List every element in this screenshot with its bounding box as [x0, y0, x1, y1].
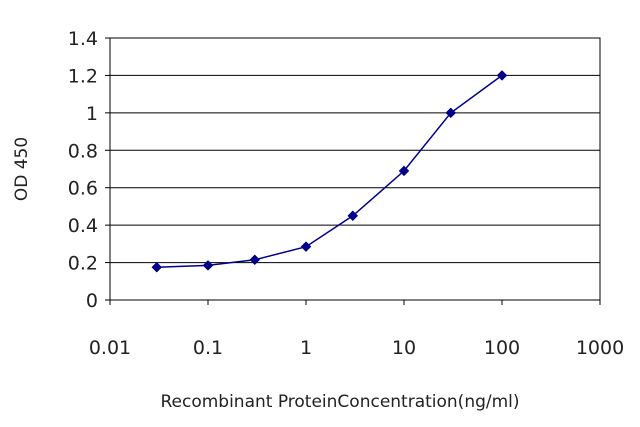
- x-axis-title: Recombinant ProteinConcentration(ng/ml): [160, 392, 519, 412]
- data-point: [202, 260, 214, 271]
- y-tick-label: 1.4: [68, 28, 98, 50]
- y-tick-label: 0.4: [68, 215, 98, 237]
- data-point: [151, 261, 163, 273]
- x-axis: 0.01 0.1 1 10 100 1000: [89, 300, 624, 359]
- x-tick-label: 0.01: [89, 337, 131, 359]
- y-tick-label: 1: [86, 103, 98, 125]
- x-tick-label: 1000: [576, 337, 624, 359]
- y-tick-label: 0: [86, 290, 98, 312]
- data-point: [496, 70, 508, 81]
- series-line: [156, 74, 503, 269]
- y-axis-title: OD 450: [12, 137, 32, 201]
- data-point: [300, 241, 312, 253]
- y-tick-label: 0.8: [68, 140, 98, 162]
- plot-area: [109, 37, 601, 301]
- data-point: [398, 165, 410, 177]
- y-axis: 0 0.2 0.4 0.6 0.8 1 1.2 1.4: [68, 28, 110, 312]
- y-tick-label: 1.2: [68, 65, 98, 87]
- gridlines: [110, 74, 600, 264]
- x-tick-label: 100: [484, 337, 520, 359]
- data-point: [445, 107, 457, 119]
- y-tick-label: 0.6: [68, 178, 98, 200]
- y-tick-label: 0.2: [68, 253, 98, 275]
- series-layer: [151, 70, 508, 273]
- data-point: [347, 210, 359, 222]
- x-tick-label: 1: [300, 337, 312, 359]
- x-tick-label: 0.1: [193, 337, 223, 359]
- data-point: [249, 254, 261, 266]
- x-tick-label: 10: [392, 337, 416, 359]
